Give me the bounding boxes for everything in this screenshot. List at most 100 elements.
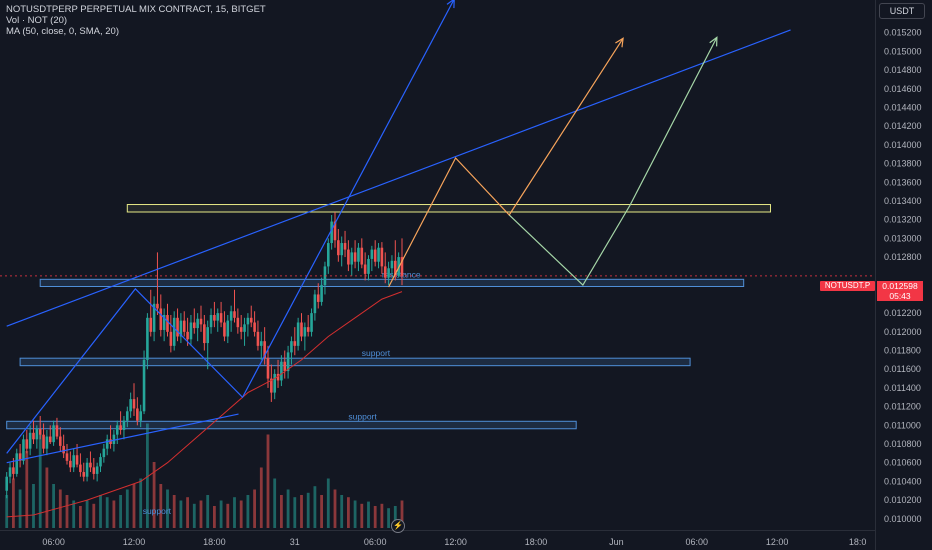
volume-bar xyxy=(353,500,357,528)
candle-body xyxy=(373,249,377,262)
volume-bar xyxy=(253,489,256,528)
candle-body xyxy=(35,429,39,440)
currency-selector[interactable]: USDT xyxy=(879,3,925,19)
volume-bar xyxy=(306,492,310,528)
candle-body xyxy=(79,464,82,473)
volume-bar xyxy=(172,495,176,528)
candle-body xyxy=(350,252,354,265)
candle-body xyxy=(159,308,163,330)
candle-body xyxy=(62,445,65,454)
y-tick-label: 0.013800 xyxy=(884,159,922,169)
candle-body xyxy=(226,320,230,337)
green-trend-line xyxy=(508,37,718,287)
candle-body xyxy=(152,303,156,332)
volume-bar xyxy=(380,503,384,528)
candle-body xyxy=(286,352,290,372)
symbol-price-tag: NOTUSDT.P xyxy=(820,281,875,291)
candle-body xyxy=(146,317,149,360)
volume-bar xyxy=(65,495,69,528)
candle-body xyxy=(42,434,45,449)
candle-body xyxy=(209,315,213,328)
volume-bar xyxy=(212,506,216,528)
candle-body xyxy=(122,420,126,430)
candle-body xyxy=(239,327,243,332)
candle-body xyxy=(179,320,183,337)
candle-body xyxy=(290,341,293,353)
volume-bar xyxy=(18,489,22,528)
last-price-value: 0.012598 xyxy=(882,281,918,291)
candle-body xyxy=(273,373,276,393)
last-price-label: 0.012598 05:43 xyxy=(877,281,923,301)
candle-body xyxy=(266,358,270,379)
candle-body xyxy=(340,243,343,256)
y-tick-label: 0.011200 xyxy=(884,402,921,412)
volume-bar xyxy=(159,484,163,528)
symbol-line: NOTUSDTPERP PERPETUAL MIX CONTRACT, 15, … xyxy=(6,4,266,15)
orange-arrowhead xyxy=(615,37,624,48)
volume-bar xyxy=(78,506,82,528)
candle-body xyxy=(22,439,25,461)
chart-legend: NOTUSDTPERP PERPETUAL MIX CONTRACT, 15, … xyxy=(6,4,266,37)
y-tick-label: 0.015200 xyxy=(884,28,922,38)
volume-bar xyxy=(45,467,49,528)
volume-bar xyxy=(279,495,283,528)
candle-body xyxy=(249,317,253,323)
candle-body xyxy=(65,453,69,461)
volume-bar xyxy=(52,484,55,528)
y-tick-label: 0.014800 xyxy=(884,65,922,75)
candle-body xyxy=(69,460,72,468)
ma-indicator-line: MA (50, close, 0, SMA, 20) xyxy=(6,26,119,37)
volume-bar xyxy=(152,462,156,528)
candle-body xyxy=(367,258,370,274)
candle-body xyxy=(45,436,49,449)
volume-bar xyxy=(179,500,183,528)
candle-body xyxy=(360,247,364,265)
volume-bar xyxy=(92,503,96,528)
y-tick-label: 0.014600 xyxy=(884,84,922,94)
candle-body xyxy=(55,425,59,437)
zone-label: support xyxy=(143,506,172,516)
candle-body xyxy=(162,315,166,330)
blue-trend-line xyxy=(6,413,239,464)
candle-body xyxy=(136,408,139,421)
candle-body xyxy=(149,317,153,332)
candle-body xyxy=(72,455,75,468)
bar-countdown: 05:43 xyxy=(889,291,911,301)
y-tick-label: 0.011800 xyxy=(884,346,921,356)
blue-trend-line xyxy=(6,29,791,327)
volume-bar xyxy=(273,478,277,528)
candle-body xyxy=(283,361,287,372)
bolt-icon[interactable]: ⚡ xyxy=(391,519,405,533)
candle-body xyxy=(393,260,397,276)
blue-zone xyxy=(6,420,577,430)
volume-bar xyxy=(132,484,136,528)
y-tick-label: 0.012000 xyxy=(884,327,922,337)
candle-body xyxy=(125,411,129,421)
y-tick-label: 0.013600 xyxy=(884,177,922,187)
candle-body xyxy=(196,318,199,329)
candle-body xyxy=(192,322,196,329)
x-tick-label: Jun xyxy=(609,537,624,547)
candle-body xyxy=(182,320,186,332)
candle-body xyxy=(119,425,122,430)
candle-body xyxy=(343,243,347,250)
volume-bar xyxy=(186,497,189,528)
candle-body xyxy=(129,399,132,412)
candle-body xyxy=(203,324,206,344)
y-tick-label: 0.013000 xyxy=(884,233,922,243)
candle-body xyxy=(213,315,216,321)
y-tick-label: 0.014200 xyxy=(884,121,922,131)
candle-body xyxy=(216,313,220,321)
y-tick-label: 0.013200 xyxy=(884,215,922,225)
volume-bar xyxy=(219,500,223,528)
zone-label: support xyxy=(362,348,391,358)
volume-bar xyxy=(246,495,250,528)
blue-zone xyxy=(19,357,691,367)
candle-body xyxy=(337,240,340,256)
y-tick-label: 0.010400 xyxy=(884,476,922,486)
volume-bar xyxy=(206,495,210,528)
volume-bar xyxy=(259,467,263,528)
candle-body xyxy=(12,467,15,474)
